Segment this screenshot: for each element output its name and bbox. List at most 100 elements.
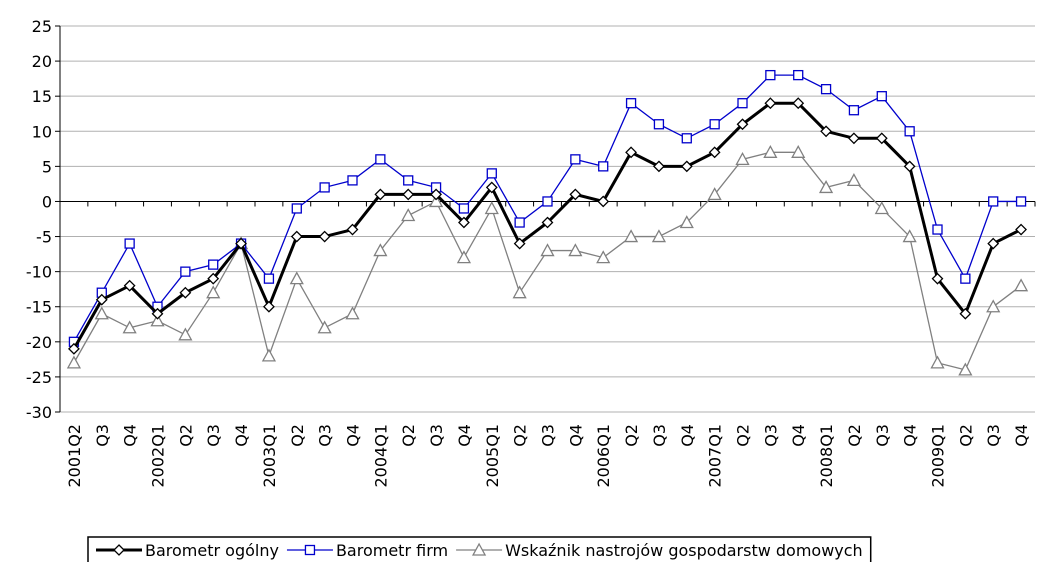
x-tick-label: Q3	[761, 424, 780, 447]
point	[931, 272, 944, 285]
x-tick-label: 2004Q1	[371, 424, 390, 488]
x-tick-label: Q2	[399, 424, 418, 447]
x-tick-label: 2001Q2	[65, 424, 84, 488]
point	[875, 132, 888, 145]
point	[708, 146, 721, 159]
y-tick-label: 0	[42, 192, 52, 211]
point	[124, 238, 135, 249]
y-tick-label: 5	[42, 157, 52, 176]
point	[291, 203, 302, 214]
point	[596, 250, 611, 264]
point	[513, 237, 526, 250]
point	[623, 229, 639, 243]
x-tick-label: Q2	[622, 424, 641, 447]
x-tick-label: Q4	[901, 424, 920, 447]
x-tick-label: Q3	[316, 424, 335, 447]
y-tick-label: 10	[32, 122, 52, 141]
point	[66, 355, 82, 369]
point	[736, 118, 749, 131]
point	[374, 188, 387, 201]
point	[304, 544, 316, 556]
point	[458, 203, 470, 214]
point	[1015, 196, 1027, 207]
point	[903, 160, 916, 173]
y-tick-label: -5	[36, 228, 52, 247]
point	[428, 194, 444, 208]
point	[122, 320, 137, 334]
point	[151, 307, 164, 320]
point	[680, 160, 693, 173]
point	[764, 97, 777, 110]
x-tick-label: Q4	[232, 424, 251, 447]
y-tick-label: -10	[26, 263, 52, 282]
point	[653, 160, 665, 173]
x-tick-label: Q3	[650, 424, 669, 447]
point	[402, 188, 415, 201]
legend-label: Wskaźnik nastrojów gospodarstw domowych	[505, 541, 863, 560]
point	[960, 273, 971, 284]
point	[542, 196, 553, 207]
point	[792, 97, 805, 110]
y-tick-label: 25	[32, 17, 52, 36]
x-tick-label: Q4	[789, 424, 808, 447]
point	[123, 279, 136, 292]
x-tick-label: Q2	[845, 424, 864, 447]
point	[932, 224, 943, 235]
x-tick-label: 2005Q1	[483, 424, 502, 488]
point	[471, 542, 487, 556]
point	[319, 182, 330, 193]
point	[1015, 223, 1027, 236]
point	[874, 201, 889, 215]
point	[679, 215, 694, 229]
y-tick-label: -30	[26, 403, 52, 422]
point	[318, 230, 331, 243]
point	[95, 293, 108, 306]
point	[625, 98, 637, 109]
point	[735, 151, 750, 165]
point	[514, 217, 525, 228]
x-tick-label: Q4	[678, 424, 697, 447]
point	[345, 306, 360, 320]
point	[987, 237, 1000, 250]
point	[902, 229, 917, 243]
point	[178, 327, 193, 341]
point	[113, 544, 125, 556]
point	[568, 243, 583, 257]
point	[986, 299, 1001, 313]
point	[930, 355, 945, 369]
point	[763, 144, 778, 158]
point	[456, 250, 472, 264]
point	[263, 300, 275, 313]
x-tick-label: 2006Q1	[594, 424, 613, 488]
x-tick-label: Q3	[984, 424, 1003, 447]
y-tick-label: -25	[26, 368, 52, 387]
point	[484, 201, 499, 215]
point	[375, 154, 386, 165]
point	[653, 119, 665, 130]
legend-label: Barometr ogólny	[145, 541, 279, 560]
x-tick-label: Q3	[427, 424, 446, 447]
x-tick-label: Q4	[121, 424, 140, 447]
x-tick-label: 2007Q1	[706, 424, 725, 488]
point	[179, 286, 192, 299]
point	[263, 273, 275, 284]
point	[709, 119, 720, 130]
point	[401, 208, 416, 222]
point	[403, 175, 414, 186]
point	[818, 180, 834, 194]
point	[346, 223, 359, 236]
point	[765, 69, 776, 81]
point	[94, 306, 109, 320]
point	[1013, 278, 1029, 292]
x-tick-label: Q3	[873, 424, 892, 447]
x-tick-label: 2008Q1	[817, 424, 836, 488]
x-tick-label: 2009Q1	[929, 424, 948, 488]
x-tick-label: Q4	[566, 424, 585, 447]
point	[512, 285, 527, 299]
point	[793, 69, 804, 81]
point	[681, 133, 692, 144]
point	[206, 285, 221, 299]
x-tick-label: 2002Q1	[149, 424, 168, 488]
